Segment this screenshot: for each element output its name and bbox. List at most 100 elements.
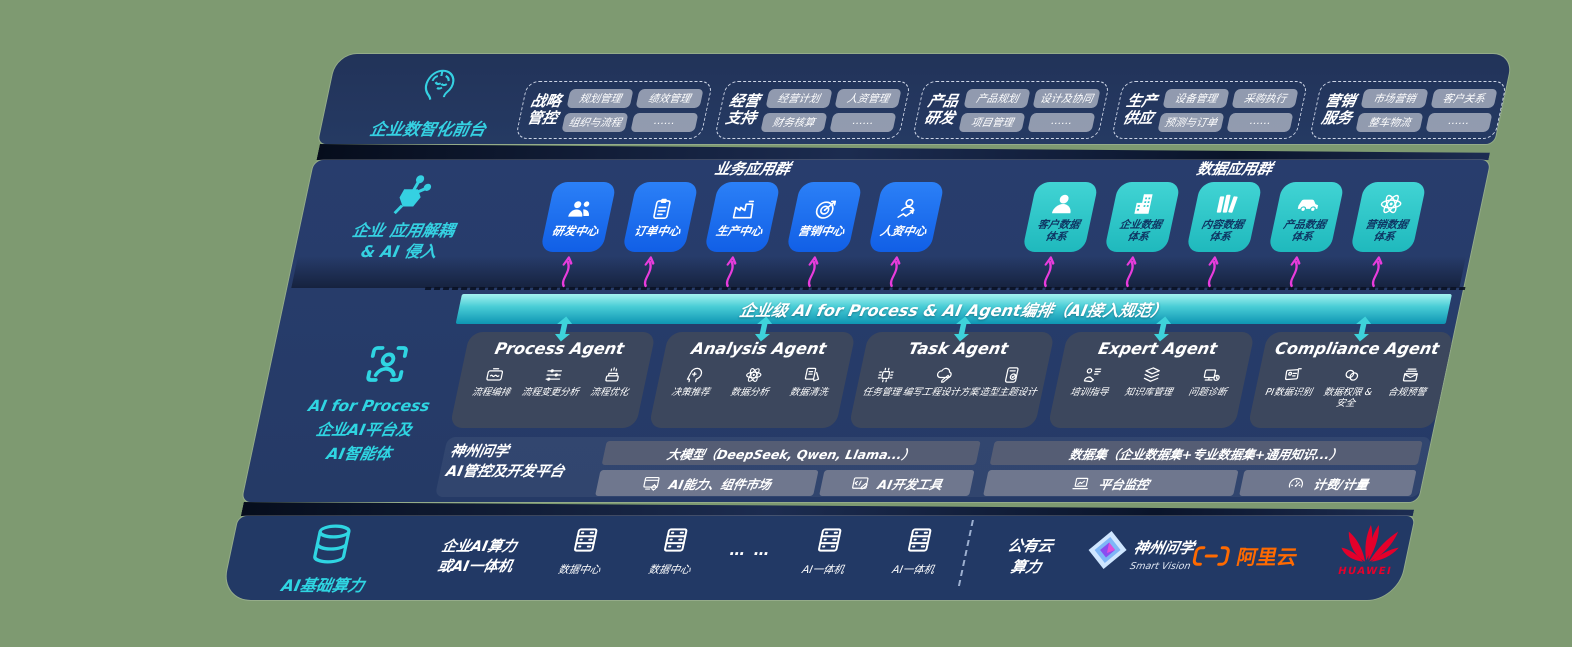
business-app-cards: 研发中心 订单中心 生产中心 营销中心 人资中心	[539, 182, 945, 252]
agent-item: 数据清洗	[778, 365, 843, 399]
flow-arrow-icon	[801, 251, 825, 289]
agent-item: 决策推荐	[660, 365, 725, 399]
front-office-item: 绩效管理	[635, 88, 704, 108]
agent-item: 数据分析	[719, 365, 784, 399]
agent-item: 任务管理	[859, 365, 908, 399]
compliance-alert-icon	[1399, 365, 1423, 385]
team-icon	[564, 196, 596, 222]
group-items: 经营计划 人资管理 财务核算 ……	[760, 88, 902, 132]
agent-item: 问题诊断	[1177, 365, 1242, 399]
flow-arrow-icon	[1283, 251, 1307, 289]
change-analysis-icon	[542, 365, 566, 385]
front-office-item: 规划管理	[566, 88, 634, 108]
clipboard-icon	[646, 196, 678, 222]
group-label: 营销 服务	[1319, 92, 1358, 127]
compute-nodes: 数据中心 数据中心 … … AI一体机 AI一体机	[544, 525, 957, 577]
front-office-item: ……	[1425, 112, 1493, 132]
flow-arrow-icon	[719, 251, 743, 289]
agent-cards: Process Agent 流程编排 流程变更分析 流程优化 Analysis …	[449, 332, 1454, 428]
compute-layer-title: AI基础算力	[279, 576, 367, 595]
separator-dashed-line	[424, 287, 1466, 290]
smartvision-logo	[1083, 530, 1132, 570]
front-office-title: 企业数智化前台	[368, 120, 488, 139]
group-items: 规划管理 绩效管理 组织与流程 ……	[561, 88, 704, 132]
front-office-group-marketing: 营销 服务 市场营销 客户关系 整车物流 ……	[1309, 81, 1508, 139]
agent-item: PI数据识别	[1256, 365, 1324, 410]
architecture-diagram: 企业数智化前台 战略 管控 规划管理 绩效管理 组织与流程 …… 经营 支持 经营计…	[220, 54, 1514, 600]
business-app-card-marketing: 营销中心	[785, 182, 863, 252]
ai-brain-icon	[414, 60, 466, 106]
workflow-orchestration-icon	[483, 365, 507, 385]
database-icon	[304, 521, 360, 567]
ai-platform-title: AI for Process 企业AI平台及 AI智能体	[306, 397, 432, 464]
front-office-groups: 战略 管控 规划管理 绩效管理 组织与流程 …… 经营 支持 经营计划 人资管理 财…	[514, 81, 1508, 139]
front-office-item: ……	[1028, 112, 1096, 132]
front-office-item: 整车物流	[1355, 112, 1424, 132]
diagnosis-icon	[1199, 365, 1223, 385]
business-app-card-rd: 研发中心	[539, 182, 617, 252]
orchestration-band: 企业级 AI for Process & AI Agent编排（AI接入规范）	[455, 294, 1452, 324]
data-app-cards: 客户数据 体系 企业数据 体系 内容数据 体系 产品数据 体系 营销数据 体系	[1021, 182, 1427, 252]
agent-item: 流程编排	[461, 365, 526, 399]
front-office-item: ……	[1226, 112, 1294, 132]
server-icon	[901, 525, 938, 557]
atom-icon	[1375, 191, 1407, 217]
data-app-card-customer: 客户数据 体系	[1021, 182, 1099, 252]
layer-edge-wedge	[241, 502, 1416, 516]
agent-card-compliance: Compliance Agent PI数据识别 数据权限 & 安全 合规预警	[1247, 332, 1454, 428]
styling-design-icon	[1000, 365, 1024, 385]
agent-item: 知识库管理	[1118, 365, 1183, 399]
platform-model-group: 大模型（DeepSeek, Qwen, Llama...） AI能力、组件市场 …	[595, 441, 981, 496]
group-items: 市场营销 客户关系 整车物流 ……	[1355, 88, 1498, 132]
agent-item: 编写工程设计方案	[902, 365, 984, 399]
devtools-bar: AI开发工具	[818, 470, 975, 496]
flow-arrow-icon	[883, 251, 907, 289]
double-arrow-icon	[1151, 316, 1175, 342]
front-office-group-product: 产品 研发 产品规划 设计及协同 项目管理 ……	[912, 81, 1111, 139]
agent-item: 流程优化	[579, 365, 644, 399]
business-app-card-production: 生产中心	[703, 182, 781, 252]
gauge-icon	[1285, 474, 1308, 493]
pi-data-icon	[1280, 365, 1304, 385]
monitor-bar: 平台监控	[983, 470, 1239, 496]
front-office-item: 人资管理	[834, 88, 902, 108]
platform-dataset-group: 数据集（企业数据集+专业数据集+通用知识...） 平台监控 计费/计量	[983, 441, 1423, 496]
double-arrow-icon	[951, 316, 975, 342]
decouple-molecule-icon	[382, 172, 438, 218]
capability-market-bar: AI能力、组件市场	[595, 470, 819, 496]
laptop-monitor-icon	[1070, 474, 1093, 493]
front-office-group-strategy: 战略 管控 规划管理 绩效管理 组织与流程 ……	[514, 81, 713, 139]
building-icon	[1129, 191, 1161, 217]
knowledge-base-icon	[1140, 365, 1164, 385]
agent-item: 流程变更分析	[520, 365, 585, 399]
front-office-item: 组织与流程	[561, 112, 629, 132]
flow-arrow-icon	[1037, 251, 1061, 289]
huawei-logo: HUAWEI	[1332, 523, 1407, 577]
group-items: 设备管理 采购执行 预测与订单 ……	[1157, 88, 1300, 132]
front-office-item: 产品规划	[963, 88, 1032, 108]
agent-card-task: Task Agent 任务管理 编写工程设计方案 造型主题设计	[848, 332, 1056, 428]
task-chip-icon	[873, 365, 897, 385]
design-doc-icon	[932, 365, 956, 385]
flow-arrow-icon	[555, 251, 579, 289]
agent-card-process: Process Agent 流程编排 流程变更分析 流程优化	[449, 332, 657, 428]
ai-appliance-node: AI一体机	[878, 525, 957, 577]
ellipsis-label: … …	[728, 541, 774, 559]
customer-icon	[1047, 191, 1079, 217]
front-office-item: 经营计划	[765, 88, 833, 108]
front-office-item: 市场营销	[1361, 88, 1429, 108]
datacenter-node: 数据中心	[544, 525, 623, 577]
front-office-item: ……	[630, 112, 699, 132]
datacenter-node: 数据中心	[634, 525, 713, 577]
data-cleaning-icon	[800, 365, 824, 385]
business-app-card-hr: 人资中心	[867, 182, 945, 252]
front-office-group-supply: 生产 供应 设备管理 采购执行 预测与订单 ……	[1110, 81, 1309, 139]
code-tools-icon	[849, 474, 872, 493]
agent-card-expert: Expert Agent 培训指导 知识库管理 问题诊断	[1047, 332, 1255, 428]
target-icon	[810, 196, 842, 222]
compute-capability-label: 企业AI算力 或AI一体机	[436, 539, 519, 575]
business-app-card-order: 订单中心	[621, 182, 699, 252]
agent-item: 造型主题设计	[978, 365, 1043, 399]
flow-arrow-icon	[1201, 251, 1225, 289]
server-icon	[567, 525, 604, 557]
